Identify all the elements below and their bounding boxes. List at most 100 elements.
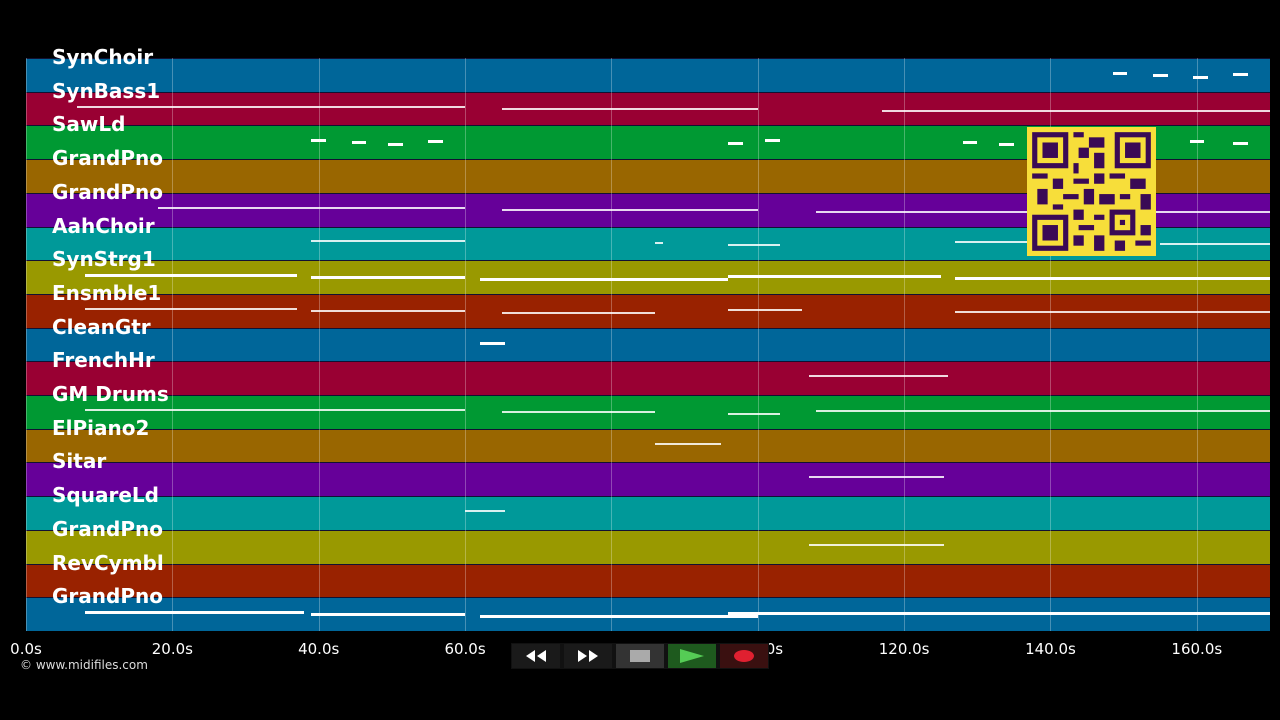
note bbox=[808, 543, 945, 546]
track-lane bbox=[26, 496, 1270, 530]
track-lane bbox=[26, 529, 1270, 564]
track-lane bbox=[26, 361, 1270, 396]
track-name: RevCymbl bbox=[52, 550, 164, 575]
note bbox=[655, 242, 663, 245]
note bbox=[728, 275, 941, 279]
fast-forward-icon bbox=[578, 650, 598, 662]
rewind-icon bbox=[526, 650, 546, 662]
track-name: ElPiano2 bbox=[52, 415, 150, 440]
track-name: SawLd bbox=[52, 112, 126, 137]
note bbox=[955, 277, 1270, 281]
note bbox=[1233, 72, 1249, 76]
grid-line bbox=[1196, 58, 1198, 631]
note bbox=[1193, 75, 1208, 79]
note bbox=[479, 341, 506, 345]
note bbox=[962, 141, 978, 145]
grid-line bbox=[611, 58, 613, 631]
grid-line bbox=[318, 58, 320, 631]
note bbox=[808, 476, 945, 479]
note bbox=[1233, 142, 1249, 146]
track-name: Sitar bbox=[52, 449, 107, 474]
grid-line bbox=[1050, 58, 1052, 631]
track-lane bbox=[26, 428, 1270, 463]
track-name: Ensmble1 bbox=[52, 280, 162, 305]
note bbox=[479, 278, 729, 282]
note bbox=[311, 240, 466, 243]
note bbox=[728, 244, 780, 247]
time-tick-label: 140.0s bbox=[1025, 640, 1076, 658]
play-icon bbox=[680, 649, 704, 663]
track-name: GM Drums bbox=[52, 382, 169, 407]
stop-button[interactable] bbox=[616, 644, 664, 668]
note bbox=[882, 109, 1270, 112]
stop-icon bbox=[630, 650, 650, 662]
track-name: CleanGtr bbox=[52, 314, 151, 339]
note bbox=[311, 139, 326, 143]
note bbox=[501, 107, 758, 110]
note bbox=[501, 208, 758, 211]
note bbox=[1152, 73, 1168, 77]
time-tick-label: 0.0s bbox=[10, 640, 42, 658]
rewind-button[interactable] bbox=[512, 644, 560, 668]
copyright-text: © www.midifiles.com bbox=[20, 658, 148, 672]
note bbox=[728, 412, 780, 415]
note bbox=[808, 375, 949, 378]
note bbox=[728, 612, 1270, 616]
track-name: GrandPno bbox=[52, 584, 163, 609]
track-name: AahChoir bbox=[52, 213, 155, 238]
note bbox=[1160, 243, 1270, 246]
note bbox=[77, 105, 466, 108]
qr-code bbox=[1027, 127, 1156, 256]
note bbox=[955, 310, 1270, 313]
track-lane bbox=[26, 563, 1270, 598]
note bbox=[388, 143, 403, 147]
note bbox=[999, 143, 1014, 147]
note bbox=[655, 442, 722, 445]
track-name: FrenchHr bbox=[52, 348, 155, 373]
track-lane bbox=[26, 327, 1270, 362]
track-name: SynStrg1 bbox=[52, 247, 156, 272]
note bbox=[501, 311, 656, 314]
time-tick-label: 40.0s bbox=[298, 640, 340, 658]
note bbox=[84, 611, 305, 615]
track-lane bbox=[26, 58, 1270, 92]
note bbox=[816, 409, 1270, 412]
record-icon bbox=[734, 650, 754, 662]
time-tick-label: 60.0s bbox=[444, 640, 486, 658]
grid-line bbox=[172, 58, 174, 631]
note bbox=[311, 613, 466, 617]
note bbox=[465, 510, 506, 513]
track-name: GrandPno bbox=[52, 179, 163, 204]
transport-controls bbox=[511, 643, 769, 669]
note bbox=[765, 139, 780, 143]
note bbox=[311, 309, 466, 312]
track-name: GrandPno bbox=[52, 516, 163, 541]
record-button[interactable] bbox=[720, 644, 768, 668]
time-tick-label: 160.0s bbox=[1171, 640, 1223, 658]
time-tick-label: 20.0s bbox=[151, 640, 193, 658]
track-name: SquareLd bbox=[52, 483, 159, 508]
play-button[interactable] bbox=[668, 644, 716, 668]
note bbox=[1112, 71, 1128, 75]
qr-code-icon bbox=[1032, 132, 1151, 251]
note bbox=[311, 276, 466, 280]
note bbox=[428, 140, 444, 144]
grid-line bbox=[904, 58, 906, 631]
note bbox=[728, 142, 744, 146]
grid-line bbox=[465, 58, 467, 631]
fast-forward-button[interactable] bbox=[564, 644, 612, 668]
note bbox=[1189, 140, 1205, 144]
note bbox=[955, 241, 1029, 244]
track-lane bbox=[26, 462, 1270, 497]
grid-line bbox=[26, 58, 27, 631]
time-tick-label: 120.0s bbox=[878, 640, 930, 658]
note bbox=[501, 410, 656, 413]
note bbox=[157, 206, 466, 209]
track-name: GrandPno bbox=[52, 146, 163, 171]
track-lane bbox=[26, 293, 1270, 328]
note bbox=[84, 307, 297, 310]
grid-line bbox=[757, 58, 759, 631]
note bbox=[84, 408, 466, 411]
note bbox=[351, 141, 367, 145]
track-name: SynChoir bbox=[52, 45, 154, 69]
